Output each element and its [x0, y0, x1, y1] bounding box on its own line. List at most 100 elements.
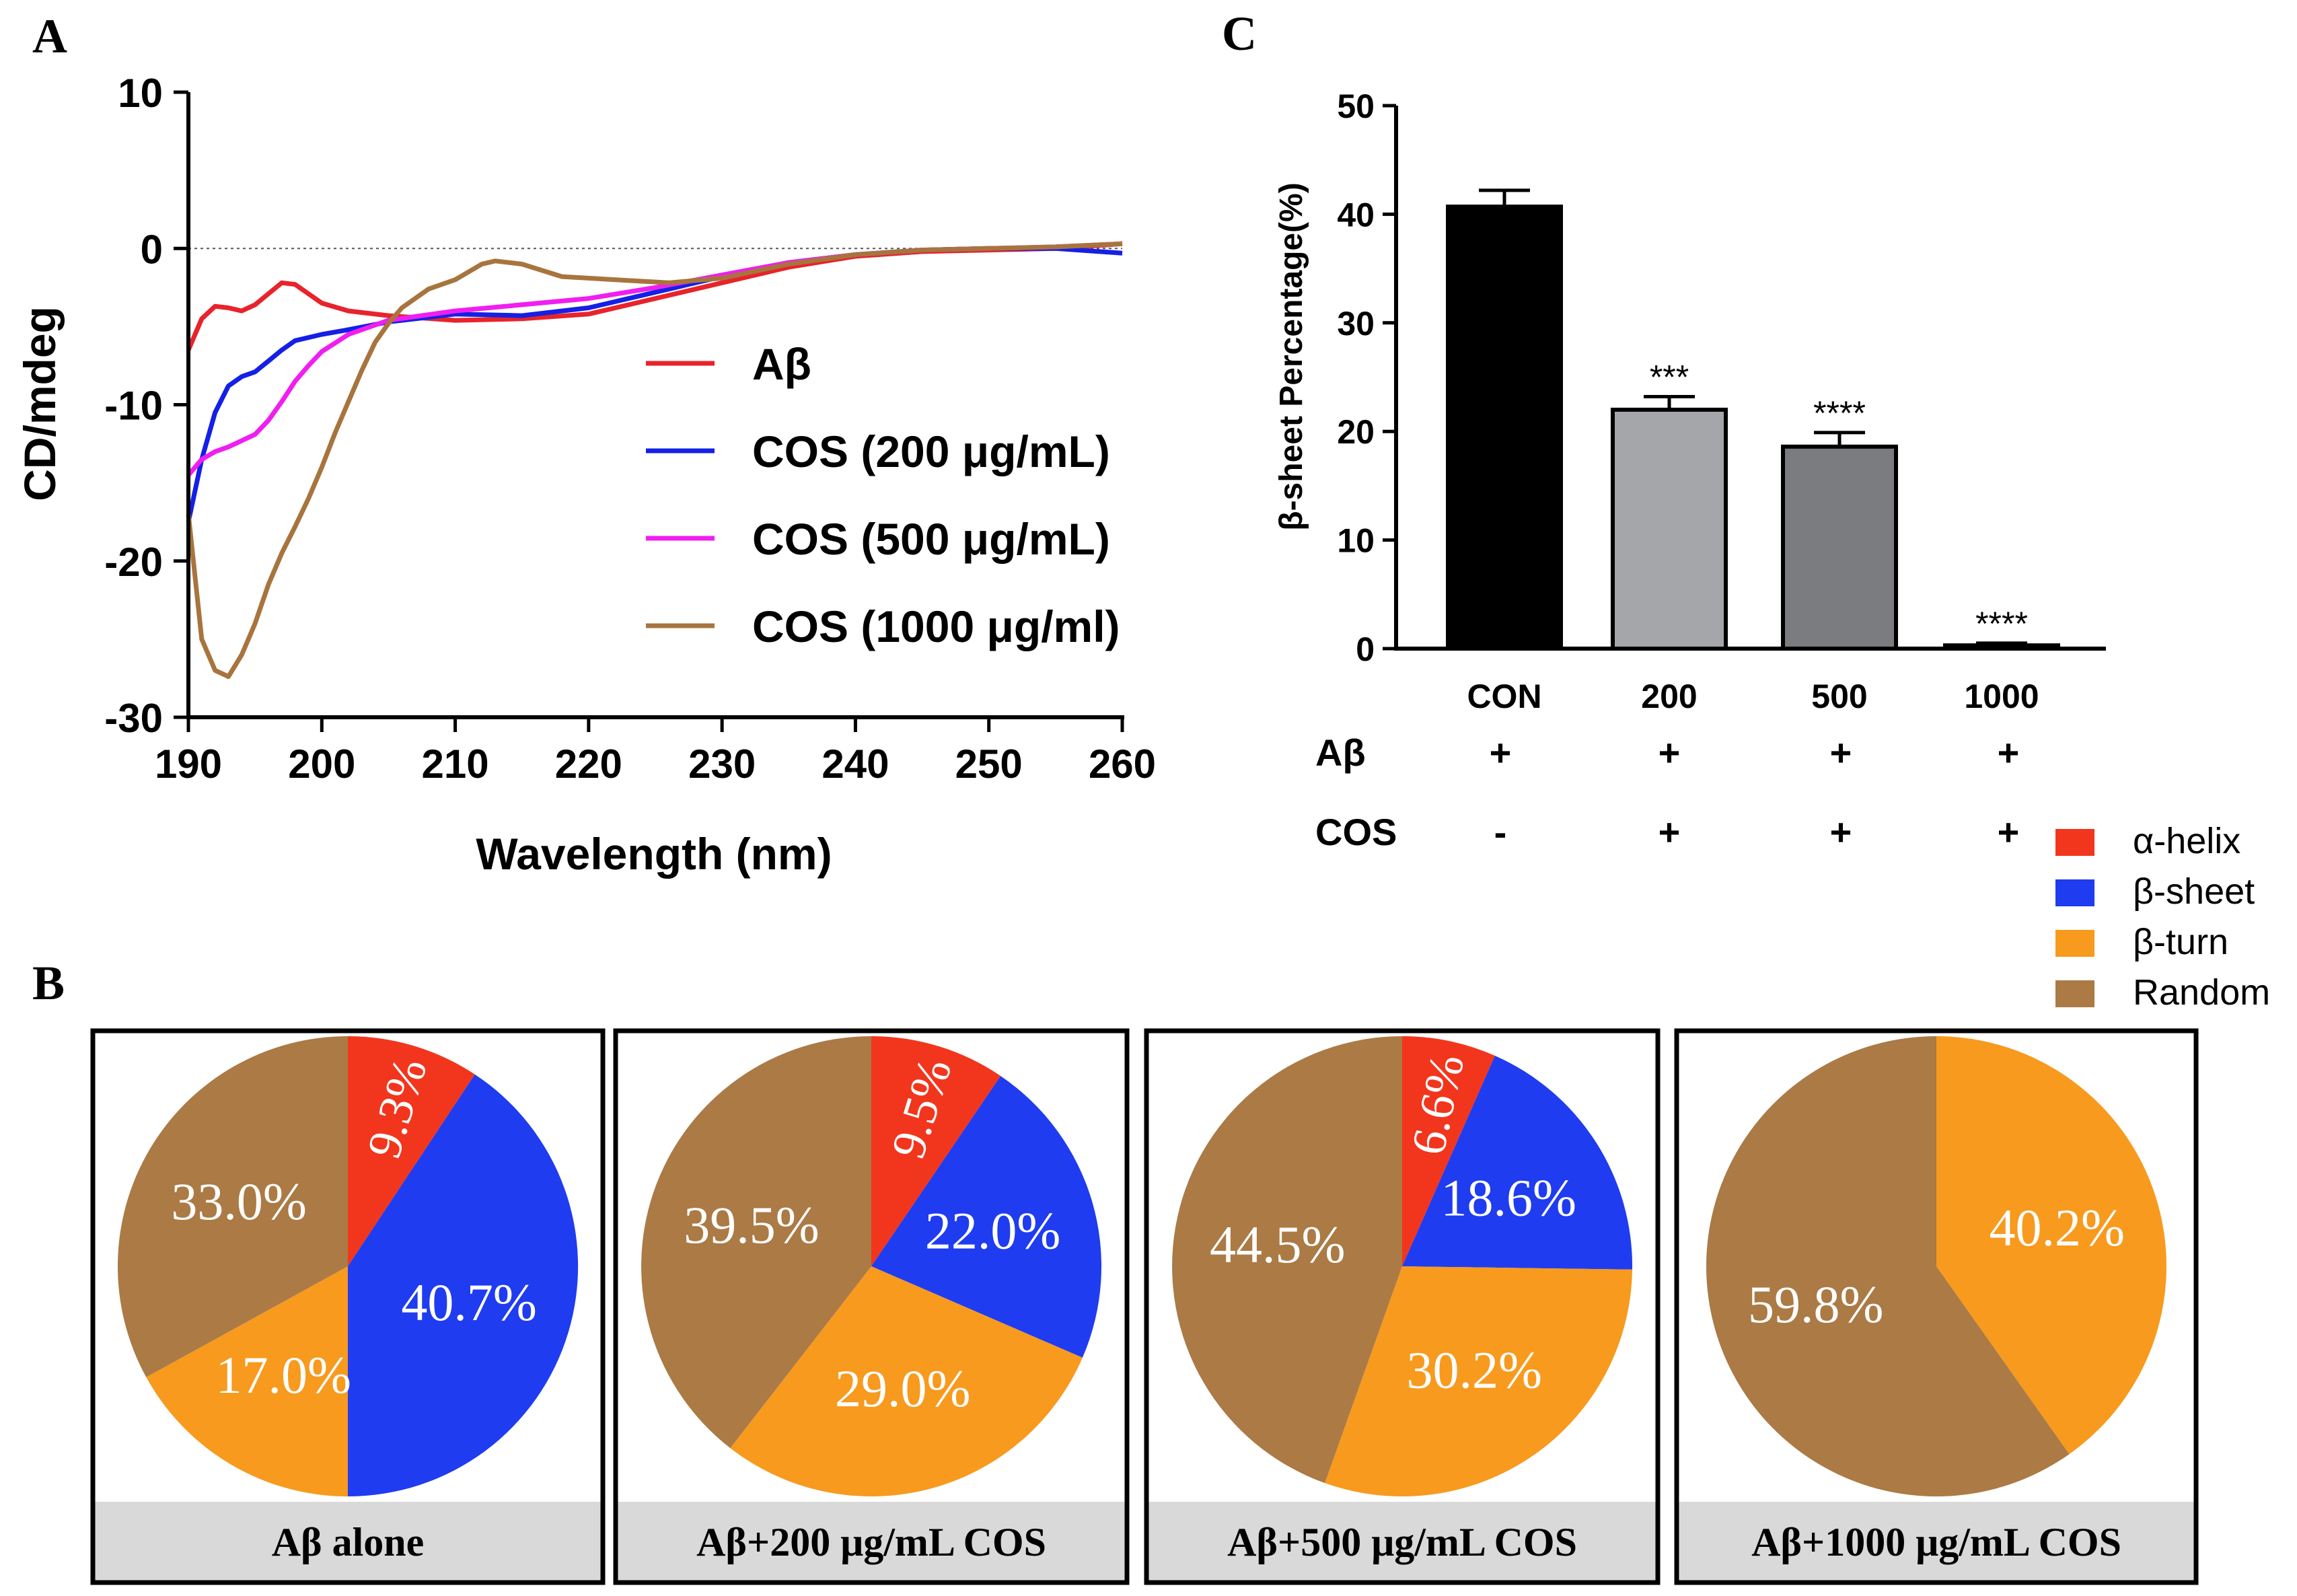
series-line-4: [186, 241, 1123, 680]
x-axis-label: Wavelength (nm): [476, 829, 832, 879]
condition-row-label: Aβ: [1315, 731, 1366, 774]
pie-slice-β-turn: [1936, 1036, 2166, 1455]
pie-frame: [1674, 1028, 2199, 1585]
pie-legend-swatch: [2055, 829, 2094, 856]
legend-label: COS (200 μg/mL): [752, 427, 1110, 476]
pie-slice-β-sheet: [348, 1074, 579, 1496]
pie-slice-β-sheet: [871, 1076, 1102, 1358]
x-tick-label: 250: [955, 741, 1023, 787]
x-tick-label: 190: [155, 741, 222, 787]
pie-slice-Random: [117, 1036, 348, 1377]
significance-label: ***: [1650, 359, 1689, 396]
bar-CON: [1446, 205, 1563, 651]
pie-frame: [90, 1028, 606, 1585]
condition-sign: +: [1490, 731, 1512, 774]
pie-slice-label: 40.2%: [1990, 1198, 2125, 1257]
panel-label-c: C: [1222, 7, 1257, 61]
pie-chart-4: 40.2% 59.8% Aβ+1000 μg/mL COS: [1674, 1028, 2199, 1585]
x-tick-label: 260: [1089, 741, 1156, 787]
y-tick-label: -30: [104, 696, 163, 741]
pie-slice-α-helix: [348, 1036, 475, 1266]
pie-slice-α-helix: [871, 1036, 1001, 1266]
pie-legend-label: β-sheet: [2133, 871, 2255, 912]
bar-y-tick-label: 30: [1337, 305, 1375, 342]
pie-caption: Aβ+500 μg/mL COS: [1227, 1520, 1577, 1564]
pie-chart-3: 6.6%18.6%30.2%44.5%Aβ+500 μg/mL COS: [1144, 1028, 1661, 1585]
bar-500: [1781, 444, 1898, 651]
pie-chart-2: 9.5%22.0%29.0%39.5%Aβ+200 μg/mL COS: [613, 1028, 1130, 1585]
pie-slice-label: 33.0%: [171, 1172, 306, 1231]
pie-slice-β-turn: [146, 1266, 349, 1497]
pie-slice-Random: [641, 1036, 871, 1449]
pie-slice-label: 39.5%: [684, 1196, 819, 1254]
pie-slice-label: 17.0%: [215, 1346, 351, 1404]
bar-y-tick-label: 10: [1337, 522, 1375, 560]
pie-frame: [613, 1028, 1130, 1585]
pie-frame: [1144, 1028, 1661, 1585]
pie-caption: Aβ+200 μg/mL COS: [696, 1520, 1046, 1564]
panel-label-b: B: [32, 956, 65, 1010]
bar-y-tick-label: 0: [1356, 630, 1375, 668]
panel-c-bar-chart: CON *** 200 **** 500 **** 1000 0 10 20 30 40 50 β-s…: [1274, 87, 2106, 853]
category-label: 1000: [1964, 678, 2039, 715]
pie-legend-swatch: [2055, 980, 2094, 1007]
pie-slice-β-turn: [1325, 1266, 1632, 1496]
bar-y-tick-label: 40: [1337, 196, 1375, 233]
pie-slice-label: 29.0%: [835, 1359, 970, 1418]
pie-caption: Aβ alone: [272, 1520, 425, 1564]
category-label: 200: [1641, 678, 1697, 715]
x-tick-label: 210: [422, 741, 489, 787]
pie-caption-bg: [93, 1502, 603, 1583]
pie-legend-label: β-turn: [2133, 922, 2228, 962]
x-tick-label: 230: [688, 741, 756, 787]
bar-200: [1611, 407, 1728, 651]
pie-caption-bg: [616, 1502, 1127, 1583]
pie-caption-bg: [1146, 1502, 1658, 1583]
y-axis-label: CD/mdeg: [15, 306, 65, 501]
condition-sign: +: [1998, 731, 2020, 774]
bar-y-axis-label: β-sheet Percentage(%): [1274, 182, 1309, 530]
pie-slice-α-helix: [1402, 1036, 1495, 1266]
pie-slice-label: 59.8%: [1748, 1275, 1883, 1334]
bar-y-tick-label: 50: [1337, 87, 1375, 125]
y-tick-label: 0: [141, 227, 163, 272]
condition-sign: -: [1494, 811, 1507, 853]
x-tick-label: 240: [822, 741, 889, 787]
y-tick-label: 10: [118, 71, 163, 116]
significance-label: ****: [1975, 605, 2028, 643]
legend-label: Aβ: [752, 339, 811, 389]
pie-chart-1: 9.3%40.7%17.0%33.0%Aβ alone: [90, 1028, 606, 1585]
panel-a-line-chart: 190 200 210 220 230 240 250 260 10 0 -10 -20 -30 Wav…: [15, 71, 1156, 879]
pie-slice-label: 44.5%: [1210, 1215, 1345, 1274]
panel-label-a: A: [32, 9, 67, 63]
panel-b-pie-charts: 9.3%40.7%17.0%33.0%Aβ alone9.5%22.0%29.0…: [90, 821, 2270, 1585]
pie-slice-label: 30.2%: [1407, 1341, 1542, 1400]
pie-slice-β-sheet: [1402, 1056, 1633, 1270]
pie-legend-swatch: [2055, 879, 2094, 906]
pie-legend-label: α-helix: [2133, 821, 2240, 861]
pie-legend-label: Random: [2133, 972, 2270, 1013]
legend-label: COS (500 μg/mL): [752, 514, 1110, 564]
condition-sign: +: [1658, 731, 1681, 774]
pie-slice-label: 18.6%: [1441, 1168, 1576, 1227]
y-tick-label: -20: [104, 540, 163, 585]
condition-sign: +: [1998, 811, 2020, 853]
significance-label: ****: [1813, 394, 1866, 432]
pie-caption-bg: [1677, 1502, 2196, 1583]
condition-sign: +: [1830, 731, 1852, 774]
pie-slice-label: 40.7%: [401, 1273, 536, 1332]
bar-y-tick-label: 20: [1337, 413, 1375, 451]
condition-row-label: COS: [1315, 811, 1397, 853]
pie-slice-Random: [1172, 1036, 1402, 1484]
pie-legend-swatch: [2055, 930, 2094, 957]
category-label: CON: [1467, 678, 1541, 715]
pie-caption: Aβ+1000 μg/mL COS: [1751, 1520, 2121, 1564]
category-label: 500: [1811, 678, 1867, 715]
y-tick-label: -10: [104, 384, 163, 429]
pie-slice-β-turn: [730, 1266, 1083, 1496]
pie-slice-label: 22.0%: [925, 1202, 1060, 1260]
x-tick-label: 200: [288, 741, 355, 787]
condition-sign: +: [1830, 811, 1852, 853]
x-tick-label: 220: [555, 741, 622, 787]
